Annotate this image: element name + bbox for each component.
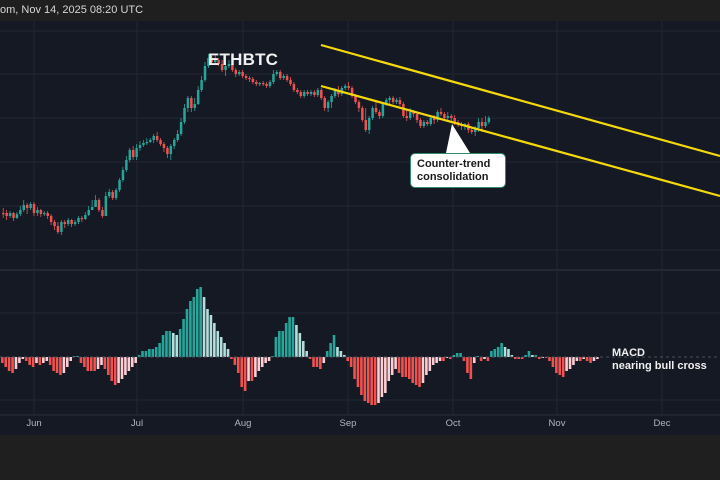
callout-line-2: consolidation [417, 170, 489, 183]
top-bar: om, Nov 14, 2025 08:20 UTC [0, 0, 720, 21]
callout-counter-trend: Counter-trend consolidation [410, 153, 506, 188]
time-label-jul: Jul [130, 418, 144, 429]
callout-pointer [446, 124, 470, 153]
bottom-bar [0, 435, 720, 480]
descending-channel [320, 43, 720, 198]
time-label-aug: Aug [234, 418, 252, 429]
chart-area[interactable] [0, 21, 720, 435]
timestamp: om, Nov 14, 2025 08:20 UTC [0, 4, 144, 16]
time-label-jun: Jun [26, 418, 42, 429]
macd-note-line-2: nearing bull cross [612, 359, 707, 372]
time-label-sep: Sep [339, 418, 357, 429]
channel-lower-line[interactable] [320, 84, 720, 198]
chart-title: ETHBTC [208, 50, 279, 69]
callout-line-1: Counter-trend [417, 158, 491, 170]
channel-upper-line[interactable] [320, 43, 720, 158]
time-label-nov: Nov [548, 418, 566, 429]
macd-note-line-1: MACD [612, 347, 645, 359]
time-label-dec: Dec [653, 418, 671, 429]
macd-histogram [1, 287, 599, 405]
macd-annotation: MACD nearing bull cross [612, 347, 707, 372]
candlestick-series [2, 54, 491, 235]
time-label-oct: Oct [445, 418, 461, 429]
